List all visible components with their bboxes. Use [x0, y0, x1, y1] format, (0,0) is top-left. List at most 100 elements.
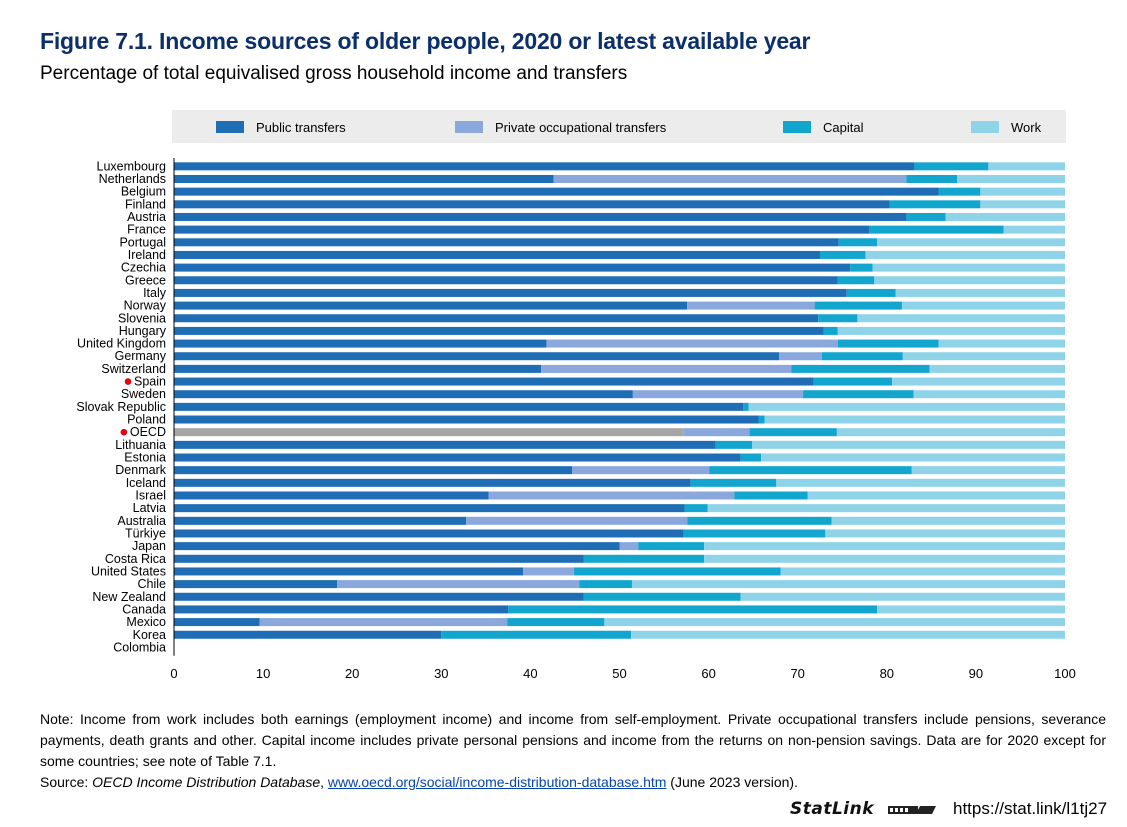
bar-japan-private-occupational-transfers — [619, 542, 639, 551]
bar-chile-private-occupational-transfers — [337, 580, 580, 589]
bar-row-chile — [174, 580, 1065, 589]
legend-swatch-capital — [783, 121, 811, 133]
bar-new-zealand-work — [740, 592, 1065, 601]
bar-denmark-private-occupational-transfers — [572, 466, 710, 475]
bar-latvia-capital — [684, 504, 708, 513]
category-label-japan: Japan — [132, 539, 166, 553]
stacked-bar-chart: Public transfers Private occupational tra… — [76, 110, 1076, 681]
bar-row-austria — [174, 212, 1065, 221]
bar-australia-capital — [687, 516, 832, 525]
category-label-ireland: Ireland — [128, 248, 166, 262]
bar-luxembourg-public-transfers — [174, 162, 915, 171]
bar-estonia-work — [761, 453, 1065, 462]
x-tick-label-40: 40 — [523, 666, 537, 681]
x-tick-label-0: 0 — [170, 666, 177, 681]
bar-row-lithuania — [174, 440, 1065, 449]
bar-slovenia-capital — [818, 314, 858, 323]
bar-row-finland — [174, 200, 1065, 209]
bar-denmark-capital — [709, 466, 912, 475]
bar-oecd-work — [836, 428, 1065, 437]
category-label-switzerland: Switzerland — [101, 362, 166, 376]
bar-korea-capital — [441, 630, 632, 639]
category-label-australia: Australia — [117, 514, 166, 528]
legend-item-private-occupational-transfers: Private occupational transfers — [455, 120, 667, 135]
bar-portugal-capital — [838, 238, 877, 247]
x-tick-label-100: 100 — [1054, 666, 1076, 681]
legend-item-capital: Capital — [783, 120, 864, 135]
chart-subtitle: Percentage of total equivalised gross ho… — [40, 63, 628, 84]
bar-row-ireland — [174, 250, 1065, 259]
bar-spain-public-transfers — [174, 377, 814, 386]
highlight-marker-oecd — [120, 428, 128, 436]
bar-row-united-states — [174, 567, 1065, 576]
bar-sweden-capital — [803, 390, 914, 399]
bar-sweden-work — [913, 390, 1065, 399]
x-tick-label-50: 50 — [612, 666, 626, 681]
bar-row-estonia — [174, 453, 1065, 462]
x-tick-label-30: 30 — [434, 666, 448, 681]
bar-row-costa-rica — [174, 554, 1065, 563]
bar-israel-capital — [734, 491, 808, 500]
bar-costa-rica-work — [704, 554, 1065, 563]
bar-row-israel — [174, 491, 1065, 500]
x-tick-label-70: 70 — [790, 666, 804, 681]
x-axis: 0 10 20 30 40 50 60 70 80 90 100 — [170, 666, 1075, 681]
bar-switzerland-public-transfers — [174, 364, 542, 373]
category-label-germany: Germany — [115, 349, 167, 363]
bar-slovenia-work — [857, 314, 1065, 323]
bar-australia-work — [831, 516, 1065, 525]
bar-norway-public-transfers — [174, 301, 688, 310]
bar-chile-work — [631, 580, 1065, 589]
bar-germany-public-transfers — [174, 352, 779, 361]
bar-row-slovak-republic — [174, 402, 1065, 411]
bar-row-poland — [174, 415, 1065, 424]
bar-japan-public-transfers — [174, 542, 620, 551]
bar-canada-capital — [508, 605, 877, 614]
bar-row-czechia — [174, 263, 1065, 272]
bar-row-netherlands — [174, 174, 1065, 183]
bar-row-sweden — [174, 390, 1065, 399]
x-tick-label-60: 60 — [701, 666, 715, 681]
bar-japan-capital — [638, 542, 705, 551]
bar-oecd-public-transfers — [174, 428, 684, 437]
bar-row-greece — [174, 276, 1065, 285]
source-separator: , — [320, 774, 328, 790]
bar-row-denmark — [174, 466, 1065, 475]
bar-switzerland-private-occupational-transfers — [541, 364, 792, 373]
bar-turkiye-work — [825, 529, 1065, 538]
bar-ireland-work — [865, 250, 1065, 259]
bar-netherlands-private-occupational-transfers — [553, 174, 907, 183]
bar-mexico-capital — [507, 618, 605, 627]
bar-australia-public-transfers — [174, 516, 467, 525]
bar-italy-work — [895, 288, 1065, 297]
bar-norway-work — [901, 301, 1065, 310]
bar-row-turkiye — [174, 529, 1065, 538]
bar-france-work — [1003, 225, 1065, 234]
bar-row-iceland — [174, 478, 1065, 487]
bar-italy-capital — [846, 288, 896, 297]
bar-denmark-work — [911, 466, 1065, 475]
category-label-france: France — [127, 223, 166, 237]
statlink-url[interactable]: https://stat.link/l1tj27 — [953, 799, 1108, 818]
bar-costa-rica-capital — [583, 554, 705, 563]
source-suffix: (June 2023 version). — [666, 774, 798, 790]
bar-norway-private-occupational-transfers — [687, 301, 815, 310]
category-label-slovenia: Slovenia — [118, 311, 166, 325]
bar-hungary-public-transfers — [174, 326, 824, 335]
bar-luxembourg-work — [988, 162, 1065, 171]
source-prefix: Source: — [40, 774, 93, 790]
bar-chile-public-transfers — [174, 580, 338, 589]
bar-germany-capital — [821, 352, 903, 361]
category-label-canada: Canada — [122, 602, 166, 616]
category-label-oecd: OECD — [130, 425, 166, 439]
category-label-estonia: Estonia — [124, 451, 166, 465]
bar-iceland-public-transfers — [174, 478, 691, 487]
bar-poland-public-transfers — [174, 415, 759, 424]
bar-germany-private-occupational-transfers — [778, 352, 822, 361]
bar-finland-public-transfers — [174, 200, 890, 209]
bar-united-states-public-transfers — [174, 567, 524, 576]
bar-estonia-capital — [740, 453, 762, 462]
source-link[interactable]: www.oecd.org/social/income-distribution-… — [327, 774, 667, 790]
bar-italy-public-transfers — [174, 288, 847, 297]
bar-hungary-capital — [823, 326, 838, 335]
